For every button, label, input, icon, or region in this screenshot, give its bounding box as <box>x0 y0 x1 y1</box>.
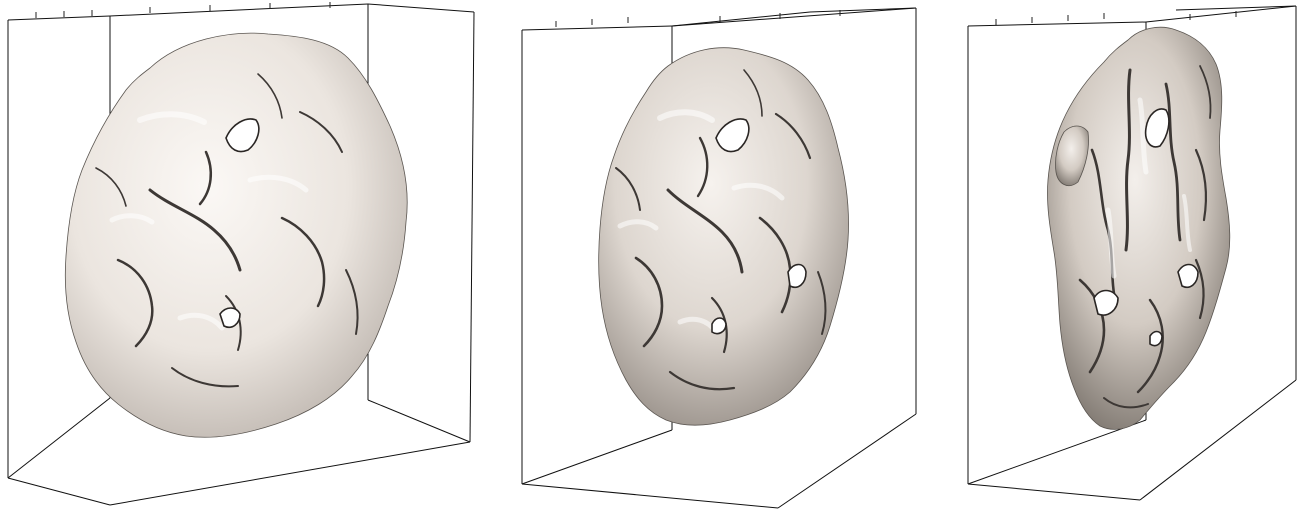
bounding-box-front <box>7 3 475 506</box>
isosurface <box>1047 26 1231 430</box>
panel-3 <box>967 5 1297 501</box>
panel-1 <box>7 2 475 506</box>
isosurface <box>64 32 408 438</box>
bounding-box-front <box>521 7 917 509</box>
panel-2 <box>521 7 917 509</box>
isosurface <box>598 47 849 426</box>
bounding-box-front <box>967 5 1297 501</box>
